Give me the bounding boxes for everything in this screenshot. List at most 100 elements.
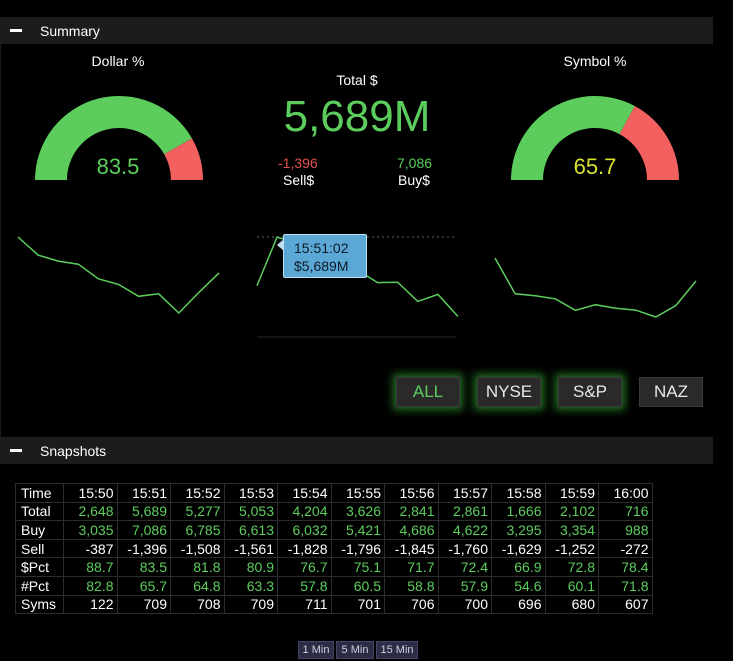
market-button-nyse[interactable]: NYSE bbox=[477, 377, 541, 407]
table-cell: 709 bbox=[116, 594, 171, 615]
symbol-pct-label: Symbol % bbox=[563, 53, 627, 69]
dollar-pct-gauge bbox=[35, 96, 203, 180]
table-cell: -1,561 bbox=[223, 538, 278, 559]
table-cell: -1,760 bbox=[437, 538, 492, 559]
table-cell: 1,666 bbox=[491, 501, 546, 522]
table-cell: -1,845 bbox=[384, 538, 439, 559]
row-header: $Pct bbox=[15, 557, 64, 577]
table-cell: 988 bbox=[598, 520, 653, 540]
row-header: Buy bbox=[15, 520, 64, 540]
symbol-pct-gauge-remainder bbox=[619, 106, 679, 180]
table-cell: 5,277 bbox=[170, 501, 225, 522]
table-cell: 2,102 bbox=[544, 501, 599, 522]
table-cell: -1,508 bbox=[170, 538, 225, 559]
table-cell: 16:00 bbox=[598, 483, 653, 503]
market-button-sp[interactable]: S&P bbox=[558, 377, 622, 407]
interval-button-15min[interactable]: 15 Min bbox=[376, 641, 418, 659]
left-divider bbox=[0, 44, 1, 437]
table-cell: 3,035 bbox=[63, 520, 118, 540]
dollar-pct-value: 83.5 bbox=[96, 154, 140, 179]
interval-button-5min[interactable]: 5 Min bbox=[336, 641, 374, 659]
table-cell: 88.7 bbox=[63, 557, 118, 577]
summary-title: Summary bbox=[40, 22, 100, 39]
table-cell: 2,648 bbox=[63, 501, 118, 522]
table-cell: -1,629 bbox=[491, 538, 546, 559]
table-row: $Pct 88.7 83.5 81.8 80.9 76.7 75.1 71.7 72.4 66.9… bbox=[15, 557, 653, 577]
symbol-pct-value: 65.7 bbox=[573, 154, 617, 179]
table-cell: -1,252 bbox=[544, 538, 599, 559]
table-cell: -272 bbox=[598, 538, 653, 559]
row-header: Sell bbox=[15, 538, 64, 559]
row-header: Syms bbox=[15, 594, 64, 615]
table-cell: 2,861 bbox=[437, 501, 492, 522]
sell-label: Sell$ bbox=[283, 172, 315, 188]
table-cell: -1,396 bbox=[116, 538, 171, 559]
symbol-pct-gauge-fill bbox=[511, 96, 635, 180]
table-cell: 15:55 bbox=[330, 483, 385, 503]
table-cell: 64.8 bbox=[170, 575, 225, 596]
table-row: Total 2,648 5,689 5,277 5,053 4,204 3,626 2,841… bbox=[15, 501, 653, 522]
table-cell: 5,421 bbox=[330, 520, 385, 540]
table-cell: 696 bbox=[491, 594, 546, 615]
table-cell: 5,053 bbox=[223, 501, 278, 522]
table-cell: 15:54 bbox=[277, 483, 332, 503]
row-header: Total bbox=[15, 501, 64, 522]
total-label: Total $ bbox=[336, 72, 378, 88]
collapse-icon[interactable] bbox=[10, 29, 22, 32]
table-cell: 57.8 bbox=[277, 575, 332, 596]
table-cell: 607 bbox=[598, 594, 653, 615]
table-cell: 80.9 bbox=[223, 557, 278, 577]
tooltip-value: $5,689M bbox=[294, 258, 349, 274]
dollar-pct-sparkline bbox=[17, 236, 220, 315]
table-cell: -387 bbox=[63, 538, 118, 559]
table-cell: 78.4 bbox=[598, 557, 653, 577]
dollar-pct-gauge-remainder bbox=[164, 138, 203, 180]
table-cell: 7,086 bbox=[116, 520, 171, 540]
table-cell: 72.8 bbox=[544, 557, 599, 577]
table-cell: 706 bbox=[384, 594, 439, 615]
dollar-pct-series-line bbox=[17, 236, 220, 315]
table-cell: 3,626 bbox=[330, 501, 385, 522]
table-cell: 716 bbox=[598, 501, 653, 522]
table-cell: 15:57 bbox=[437, 483, 492, 503]
table-cell: 2,841 bbox=[384, 501, 439, 522]
table-cell: 60.1 bbox=[544, 575, 599, 596]
table-row: #Pct 82.8 65.7 64.8 63.3 57.8 60.5 58.8 57.9 54.6… bbox=[15, 575, 653, 596]
table-cell: 5,689 bbox=[116, 501, 171, 522]
table-cell: 15:56 bbox=[384, 483, 439, 503]
market-button-naz[interactable]: NAZ bbox=[639, 377, 703, 407]
dollar-pct-label: Dollar % bbox=[91, 53, 145, 69]
snapshots-title: Snapshots bbox=[40, 442, 107, 459]
table-cell: 700 bbox=[437, 594, 492, 615]
table-cell: 72.4 bbox=[437, 557, 492, 577]
total-value: 5,689M bbox=[283, 92, 431, 141]
table-cell: 6,032 bbox=[277, 520, 332, 540]
snapshots-section-header[interactable]: Snapshots bbox=[0, 437, 713, 464]
table-cell: -1,796 bbox=[330, 538, 385, 559]
tooltip-time: 15:51:02 bbox=[294, 240, 349, 256]
summary-section-header[interactable]: Summary bbox=[0, 17, 713, 44]
interval-button-1min[interactable]: 1 Min bbox=[298, 641, 334, 659]
collapse-icon[interactable] bbox=[10, 449, 22, 452]
symbol-pct-sparkline bbox=[494, 257, 697, 318]
table-cell: 15:58 bbox=[491, 483, 546, 503]
table-cell: 82.8 bbox=[63, 575, 118, 596]
table-cell: 75.1 bbox=[330, 557, 385, 577]
table-cell: 58.8 bbox=[384, 575, 439, 596]
table-cell: 57.9 bbox=[437, 575, 492, 596]
table-row: Syms 122 709 708 709 711 701 706 700 696 680 607 bbox=[15, 594, 653, 615]
table-cell: 6,785 bbox=[170, 520, 225, 540]
table-cell: 4,622 bbox=[437, 520, 492, 540]
table-cell: 3,295 bbox=[491, 520, 546, 540]
table-cell: 15:51 bbox=[116, 483, 171, 503]
table-cell: 66.9 bbox=[491, 557, 546, 577]
table-cell: 711 bbox=[277, 594, 332, 615]
market-button-all[interactable]: ALL bbox=[396, 377, 460, 407]
table-cell: 83.5 bbox=[116, 557, 171, 577]
table-row: Buy 3,035 7,086 6,785 6,613 6,032 5,421 4,686 4,… bbox=[15, 520, 653, 540]
table-cell: 709 bbox=[223, 594, 278, 615]
row-header: Time bbox=[15, 483, 64, 503]
table-cell: 701 bbox=[330, 594, 385, 615]
table-cell: 15:50 bbox=[63, 483, 118, 503]
table-cell: 708 bbox=[170, 594, 225, 615]
